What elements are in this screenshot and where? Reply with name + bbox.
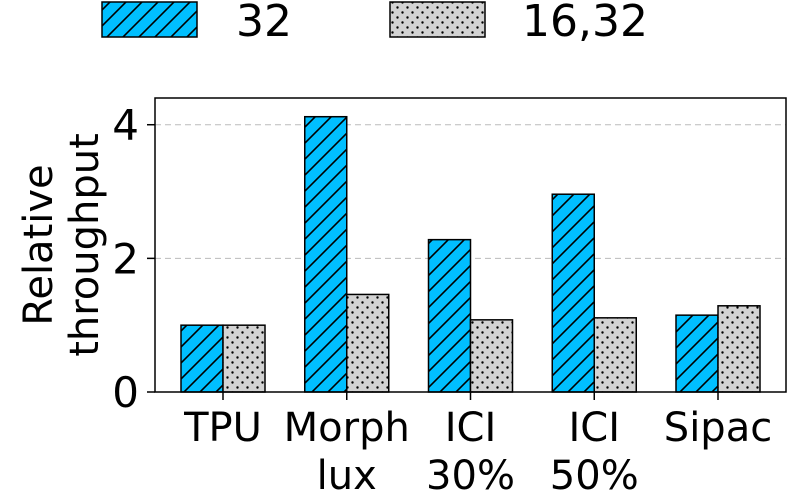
bar-16-32-1 — [346, 293, 390, 393]
bar-32-4 — [675, 314, 719, 393]
x-tick-label: ICI — [568, 405, 620, 451]
y-tick-label: 0 — [112, 368, 139, 417]
legend-swatch — [389, 1, 486, 38]
y-axis-title-line: throughput — [62, 133, 108, 357]
bar-32-0 — [180, 324, 224, 393]
y-axis-title-line: Relative — [16, 164, 62, 325]
legend: 32 16,32 — [101, 0, 648, 47]
x-tick-label: 50% — [550, 453, 639, 490]
bar-16-32-4 — [717, 305, 761, 393]
x-tick-label: Morph — [284, 405, 410, 451]
y-axis: 0 2 4 — [112, 101, 155, 417]
bar-32-1 — [304, 115, 348, 393]
bar-16-32-2 — [469, 319, 514, 393]
x-tick-label: ICI — [445, 405, 497, 451]
y-tick-label: 4 — [112, 101, 139, 150]
bars — [180, 115, 761, 393]
legend-label: 32 — [236, 0, 292, 47]
x-tick-label: 30% — [426, 453, 515, 490]
x-tick-label: Sipac — [664, 405, 772, 451]
bar-16-32-0 — [222, 324, 266, 393]
legend-label: 16,32 — [522, 0, 648, 47]
bar-16-32-3 — [593, 317, 637, 393]
gridlines — [155, 124, 786, 259]
y-tick-label: 2 — [112, 234, 139, 283]
bar-32-3 — [551, 193, 595, 393]
x-tick-label: TPU — [183, 405, 262, 451]
legend-swatch — [101, 1, 198, 38]
x-tick-label: lux — [317, 453, 377, 490]
bar-32-2 — [427, 238, 472, 393]
